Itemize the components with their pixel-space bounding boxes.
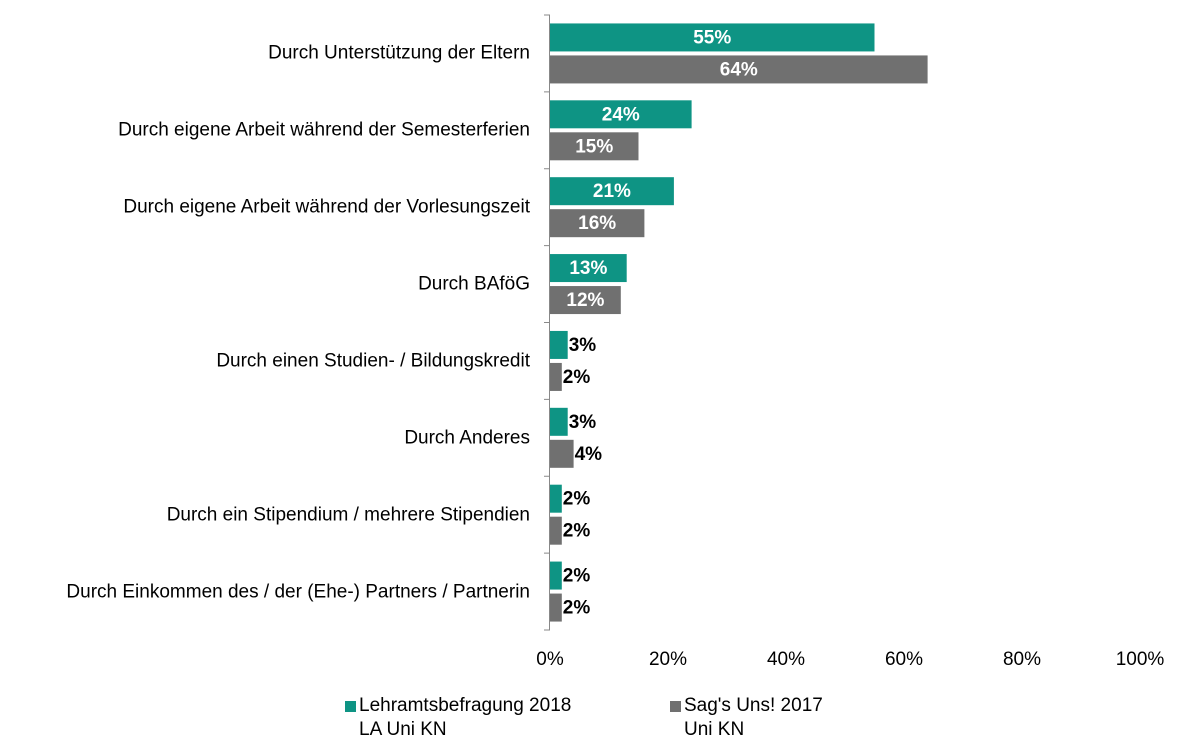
category-label: Durch eigene Arbeit während der Semester… (118, 119, 530, 141)
legend-swatch (670, 701, 681, 712)
legend-swatch (345, 701, 356, 712)
category-label: Durch ein Stipendium / mehrere Stipendie… (166, 504, 530, 526)
x-tick-label: 20% (649, 649, 687, 670)
legend-label: Lehramtsbefragung 2018 LA Uni KN (359, 695, 572, 740)
data-label: 3% (569, 412, 597, 433)
bar (550, 484, 562, 513)
data-label: 13% (569, 258, 607, 279)
bar (550, 362, 562, 391)
category-label: Durch einen Studien- / Bildungskredit (216, 350, 530, 372)
bar (550, 177, 674, 206)
bar (550, 407, 568, 436)
bar (550, 439, 574, 468)
x-tick-label: 40% (767, 649, 805, 670)
bar (550, 100, 692, 129)
bar (550, 330, 568, 359)
data-label: 12% (566, 290, 604, 311)
bar (550, 286, 621, 315)
legend-label: Sag's Uns! 2017 Uni KN (684, 695, 823, 740)
bar (550, 23, 875, 52)
data-label: 4% (575, 444, 603, 465)
data-label: 64% (720, 59, 758, 80)
category-label: Durch Anderes (404, 427, 530, 449)
data-label: 15% (575, 136, 613, 157)
bar (550, 593, 562, 622)
data-label: 16% (578, 213, 616, 234)
bar (550, 132, 639, 161)
bar (550, 516, 562, 545)
data-label: 24% (602, 104, 640, 125)
bar (550, 254, 627, 283)
x-tick-label: 60% (885, 649, 923, 670)
bar (550, 561, 562, 590)
data-label: 2% (563, 367, 591, 388)
category-label: Durch Einkommen des / der (Ehe-) Partner… (66, 581, 530, 603)
category-label: Durch BAföG (418, 273, 530, 295)
data-label: 2% (563, 521, 591, 542)
category-label: Durch Unterstützung der Eltern (268, 42, 530, 64)
data-label: 21% (593, 181, 631, 202)
data-label: 2% (563, 566, 591, 587)
data-label: 2% (563, 489, 591, 510)
data-label: 2% (563, 598, 591, 619)
data-label: 3% (569, 335, 597, 356)
bar (550, 55, 928, 84)
data-label: 55% (693, 27, 731, 48)
x-tick-label: 0% (536, 649, 564, 670)
category-label: Durch eigene Arbeit während der Vorlesun… (123, 196, 530, 218)
x-tick-label: 100% (1116, 649, 1165, 670)
bar (550, 209, 645, 238)
x-tick-label: 80% (1003, 649, 1041, 670)
